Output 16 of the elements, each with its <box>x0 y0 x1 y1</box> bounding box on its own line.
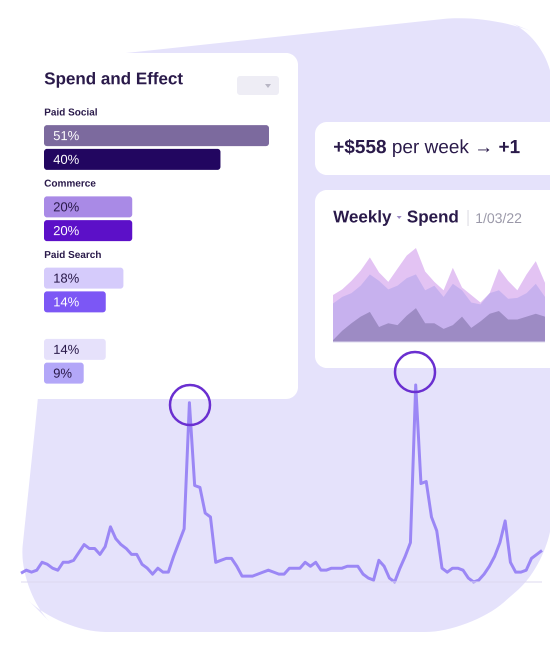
y-tick-label: Commerce <box>44 180 96 187</box>
data-label: 14% <box>54 297 79 306</box>
data-label: 40% <box>54 154 79 164</box>
text: +$558 per week → +1 <box>334 138 520 158</box>
chart-title: Weekly <box>333 210 392 226</box>
data-label: 14% <box>54 344 79 354</box>
y-tick-label: Paid Search <box>44 250 101 258</box>
data-label: 20% <box>54 226 79 236</box>
data-label: 18% <box>54 274 79 283</box>
chart-title: Spend and Effect <box>44 72 183 88</box>
text: 1/03/22 <box>476 212 522 224</box>
data-label: 20% <box>54 202 79 212</box>
y-tick-label: Paid Social <box>44 108 97 116</box>
chart-subtitle: Spend <box>407 210 458 226</box>
data-label: 9% <box>54 368 72 378</box>
data-label: 51% <box>54 131 79 140</box>
